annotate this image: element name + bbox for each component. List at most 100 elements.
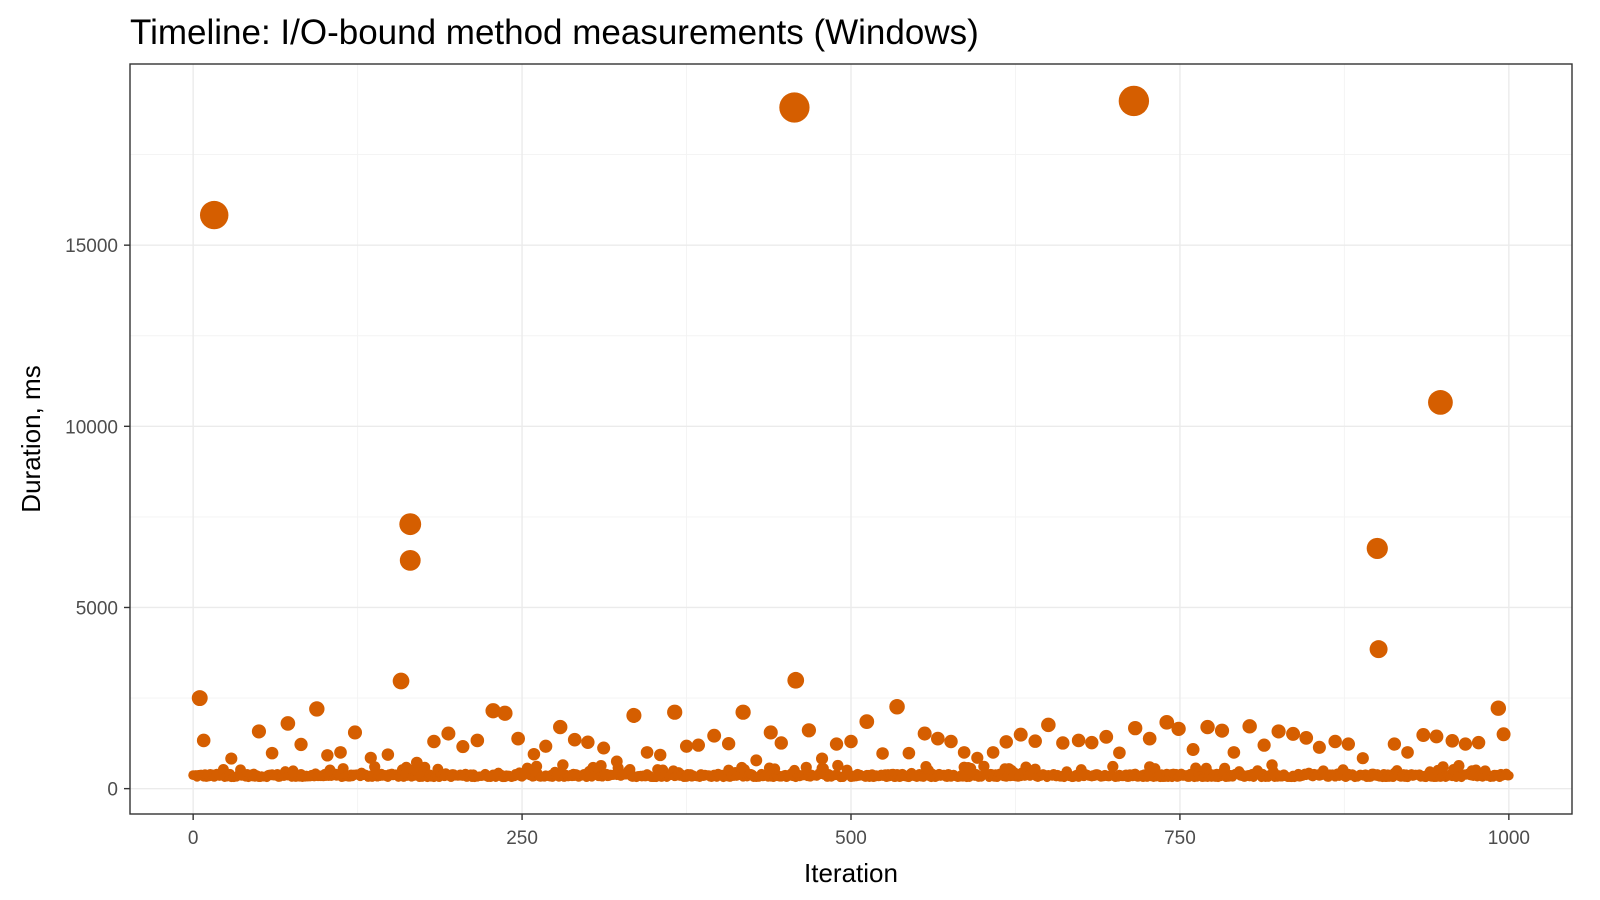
data-point — [721, 737, 736, 751]
data-point — [1369, 640, 1388, 659]
data-point — [485, 703, 501, 719]
data-point — [1159, 714, 1175, 730]
data-point — [1113, 746, 1126, 760]
y-tick-label: 5000 — [76, 598, 118, 619]
data-point — [999, 735, 1013, 749]
data-point — [829, 737, 844, 751]
data-point — [567, 732, 582, 747]
data-point — [1341, 737, 1355, 751]
data-point — [511, 731, 525, 746]
y-axis: 0 5000 10000 15000 — [65, 236, 130, 801]
data-point — [392, 672, 410, 690]
data-point — [1366, 537, 1388, 560]
data-point — [1214, 723, 1230, 738]
x-axis: 0 250 500 750 1000 — [188, 814, 1530, 849]
data-point — [196, 733, 211, 748]
data-point — [1504, 770, 1514, 781]
x-tick-label: 750 — [1164, 828, 1196, 849]
data-point — [1356, 752, 1369, 765]
data-point — [707, 728, 722, 743]
data-point — [1312, 740, 1326, 754]
data-point — [787, 671, 805, 689]
data-point — [1471, 735, 1486, 750]
data-point — [1013, 727, 1028, 742]
x-tick-label: 500 — [835, 828, 867, 849]
data-point — [410, 756, 423, 769]
data-point — [597, 741, 611, 755]
data-point — [1458, 737, 1473, 751]
data-point — [610, 755, 623, 768]
data-point — [1200, 719, 1215, 735]
data-point — [581, 735, 595, 749]
data-point — [1041, 717, 1056, 733]
data-point — [1257, 738, 1271, 752]
data-point — [1118, 85, 1150, 117]
data-point — [626, 707, 642, 723]
data-point — [844, 734, 858, 749]
data-point — [679, 739, 694, 753]
data-point — [816, 752, 829, 765]
data-point — [251, 724, 267, 739]
data-point — [1186, 743, 1200, 756]
data-points — [188, 85, 1514, 783]
data-point — [1445, 734, 1460, 748]
data-point — [1453, 760, 1465, 772]
data-point — [553, 719, 568, 735]
data-point — [427, 734, 441, 749]
data-point — [902, 746, 916, 760]
data-point — [763, 725, 778, 740]
x-tick-label: 0 — [188, 828, 199, 849]
data-point — [986, 746, 1000, 759]
data-point — [1099, 729, 1114, 744]
chart-title: Timeline: I/O-bound method measurements … — [130, 13, 979, 52]
data-point — [1085, 735, 1099, 750]
data-point — [1271, 724, 1286, 739]
data-point — [917, 726, 932, 741]
data-point — [889, 698, 905, 715]
data-point — [470, 733, 485, 748]
data-point — [1429, 729, 1444, 744]
y-tick-label: 15000 — [65, 236, 118, 257]
data-point — [309, 701, 325, 717]
x-tick-label: 250 — [506, 828, 538, 849]
data-point — [347, 725, 363, 740]
data-point — [1142, 731, 1157, 746]
data-point — [691, 738, 705, 752]
data-point — [191, 690, 208, 707]
data-point — [944, 734, 958, 749]
data-point — [1490, 700, 1507, 716]
grid-lines — [130, 64, 1572, 814]
data-point — [381, 748, 395, 761]
data-point — [441, 726, 456, 741]
data-point — [225, 752, 238, 765]
data-point — [595, 759, 607, 772]
data-point — [667, 704, 683, 720]
data-point — [364, 751, 377, 764]
data-point — [801, 723, 817, 738]
data-point — [1401, 746, 1414, 759]
data-point — [1328, 734, 1342, 749]
data-point — [280, 716, 296, 731]
data-point — [497, 705, 513, 721]
data-point — [1387, 737, 1402, 751]
data-point — [1028, 734, 1042, 748]
data-point — [265, 746, 279, 760]
data-point — [334, 746, 347, 759]
data-point — [876, 747, 889, 760]
data-point — [399, 513, 422, 536]
data-point — [1242, 719, 1257, 734]
data-point — [1171, 721, 1186, 737]
data-point — [1299, 731, 1314, 745]
data-point — [832, 759, 844, 772]
data-point — [539, 739, 553, 753]
data-point — [321, 749, 334, 762]
data-point — [294, 737, 308, 752]
y-tick-label: 0 — [107, 780, 118, 801]
data-point — [199, 200, 229, 230]
data-point — [1227, 746, 1241, 759]
data-point — [930, 731, 945, 746]
data-point — [735, 704, 751, 720]
y-tick-label: 10000 — [65, 417, 118, 438]
data-point — [1437, 761, 1449, 773]
data-point — [399, 549, 421, 571]
